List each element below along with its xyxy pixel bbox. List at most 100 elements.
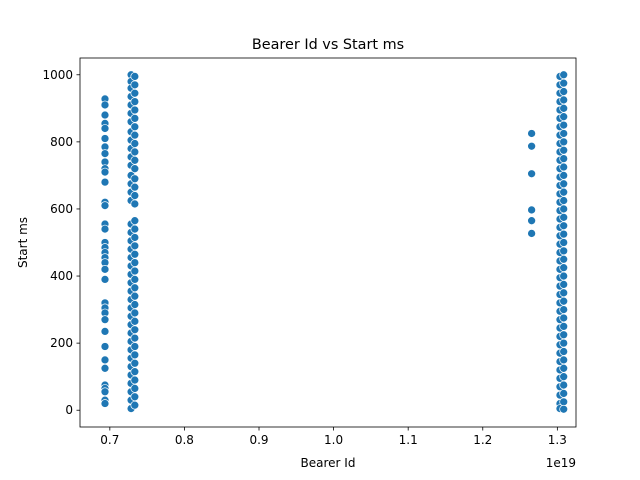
data-point bbox=[559, 347, 569, 356]
data-point bbox=[559, 355, 569, 365]
data-point bbox=[130, 283, 140, 293]
data-point bbox=[527, 141, 536, 151]
data-point bbox=[559, 280, 569, 289]
x-tick-label: 1.2 bbox=[473, 433, 492, 447]
data-point bbox=[130, 400, 140, 410]
data-point bbox=[527, 216, 536, 226]
data-point bbox=[559, 129, 569, 138]
data-point bbox=[100, 201, 110, 210]
data-point bbox=[559, 70, 569, 80]
data-point bbox=[559, 145, 569, 155]
data-point bbox=[559, 204, 569, 214]
data-point bbox=[130, 105, 140, 115]
y-tick-label: 600 bbox=[50, 202, 73, 216]
y-tick-label: 200 bbox=[50, 336, 73, 350]
data-point bbox=[130, 367, 140, 376]
y-axis-ticks: 0 200 400 600 800 1000 bbox=[42, 68, 80, 417]
data-point bbox=[100, 387, 110, 397]
y-tick-label: 400 bbox=[50, 269, 73, 283]
x-axis-ticks: 0.7 0.8 0.9 1.0 1.1 1.2 1.3 bbox=[100, 427, 567, 447]
data-point bbox=[559, 330, 569, 340]
data-point bbox=[527, 229, 536, 238]
data-point bbox=[130, 316, 140, 326]
data-point bbox=[559, 154, 569, 163]
data-point bbox=[100, 167, 110, 177]
chart-title: Bearer Id vs Start ms bbox=[252, 37, 404, 53]
data-point bbox=[559, 380, 569, 390]
data-point bbox=[130, 333, 140, 343]
data-point bbox=[100, 124, 110, 133]
data-point bbox=[559, 363, 569, 373]
data-point bbox=[559, 212, 569, 222]
data-point bbox=[100, 342, 110, 351]
data-point bbox=[559, 162, 569, 172]
data-point bbox=[130, 300, 140, 309]
data-points bbox=[100, 70, 569, 414]
data-point bbox=[130, 358, 140, 368]
data-point bbox=[130, 80, 140, 90]
data-point bbox=[130, 258, 140, 267]
data-point bbox=[559, 137, 569, 147]
data-point bbox=[559, 87, 569, 96]
data-point bbox=[527, 205, 536, 215]
data-point bbox=[559, 196, 569, 205]
data-point bbox=[130, 122, 140, 132]
data-point bbox=[100, 100, 110, 110]
y-tick-label: 1000 bbox=[42, 68, 73, 82]
data-point bbox=[527, 129, 536, 138]
data-point bbox=[559, 221, 569, 231]
x-tick-label: 1.0 bbox=[324, 433, 343, 447]
data-point bbox=[130, 350, 140, 360]
data-point bbox=[130, 155, 140, 165]
data-point bbox=[100, 264, 110, 274]
data-point bbox=[130, 164, 140, 174]
data-point bbox=[559, 338, 569, 348]
data-point bbox=[559, 296, 569, 306]
plot-frame bbox=[79, 57, 577, 428]
data-point bbox=[559, 254, 569, 264]
data-point bbox=[100, 149, 110, 158]
data-point bbox=[130, 216, 140, 226]
data-point bbox=[130, 97, 140, 106]
x-tick-label: 0.9 bbox=[249, 433, 268, 447]
y-tick-label: 800 bbox=[50, 135, 73, 149]
data-point bbox=[130, 174, 140, 184]
data-point bbox=[559, 187, 569, 197]
y-tick-label: 0 bbox=[65, 403, 73, 417]
data-point bbox=[130, 88, 140, 98]
data-point bbox=[100, 224, 110, 234]
data-point bbox=[100, 177, 110, 187]
data-point bbox=[559, 322, 569, 331]
data-point bbox=[130, 392, 140, 402]
data-point bbox=[559, 372, 569, 382]
data-point bbox=[559, 313, 569, 323]
data-point bbox=[559, 95, 569, 105]
data-point bbox=[100, 134, 110, 143]
data-point bbox=[130, 139, 140, 148]
x-tick-label: 0.7 bbox=[100, 433, 119, 447]
data-point bbox=[130, 375, 140, 385]
data-point bbox=[559, 305, 569, 314]
x-tick-label: 1.3 bbox=[548, 433, 567, 447]
y-axis-label: Start ms bbox=[16, 217, 30, 268]
data-point bbox=[559, 112, 569, 122]
data-point bbox=[559, 179, 569, 189]
data-point bbox=[559, 120, 569, 130]
data-point bbox=[100, 399, 110, 408]
data-point bbox=[100, 110, 110, 120]
data-point bbox=[130, 266, 140, 276]
data-point bbox=[100, 327, 110, 336]
data-point bbox=[130, 182, 140, 192]
data-point bbox=[559, 263, 569, 273]
x-tick-label: 1.1 bbox=[399, 433, 418, 447]
x-tick-label: 0.8 bbox=[175, 433, 194, 447]
data-point bbox=[130, 147, 140, 157]
data-point bbox=[130, 224, 140, 234]
data-point bbox=[130, 291, 140, 301]
data-point bbox=[130, 114, 140, 123]
data-point bbox=[100, 355, 110, 365]
data-point bbox=[100, 363, 110, 373]
data-point bbox=[130, 241, 140, 251]
data-point bbox=[130, 384, 140, 393]
